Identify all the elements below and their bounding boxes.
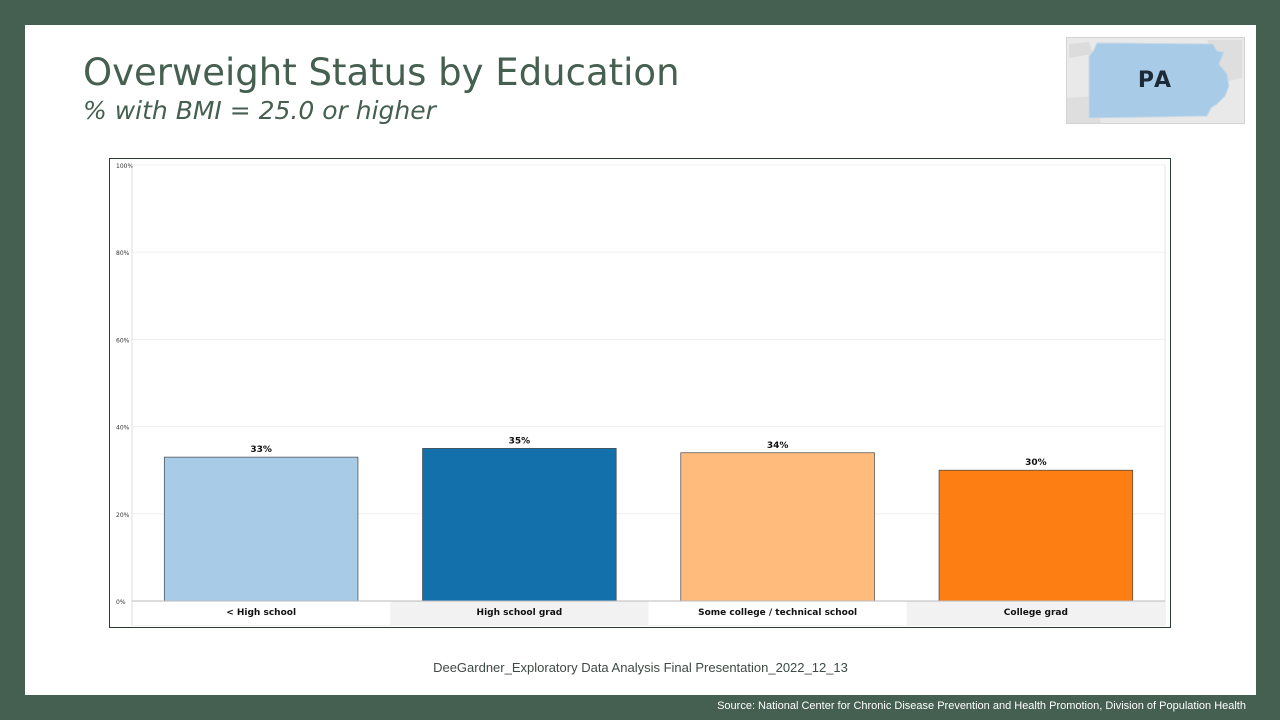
state-label: PA [1137, 68, 1174, 93]
y-tick-label: 100% [116, 163, 133, 170]
x-tick-label: < High school [226, 608, 296, 618]
slide: Overweight Status by Education % with BM… [25, 25, 1256, 695]
data-label: 35% [509, 436, 531, 446]
footer-text: DeeGardner_Exploratory Data Analysis Fin… [433, 660, 848, 675]
category-band [648, 601, 907, 625]
y-tick-label: 20% [116, 512, 130, 519]
y-tick-label: 60% [116, 337, 130, 344]
data-label: 33% [250, 445, 272, 455]
category-band [132, 601, 391, 625]
x-tick-label: College grad [1004, 608, 1068, 618]
bar [938, 469, 1134, 602]
slide-subtitle: % with BMI = 25.0 or higher [83, 96, 436, 125]
category-band [906, 601, 1165, 625]
data-label: 30% [1025, 458, 1047, 468]
bar [422, 448, 617, 602]
y-tick-label: 0% [116, 599, 126, 606]
state-map-logo: PA [1066, 37, 1245, 124]
y-tick-label: 80% [116, 250, 130, 257]
category-band [390, 601, 649, 625]
bar [680, 452, 875, 602]
y-tick-label: 40% [116, 425, 130, 432]
x-tick-label: High school grad [477, 608, 563, 618]
chart-frame: 0% 20% 40% 60% 80% 100% 33% < High school 35% Hig… [109, 158, 1171, 628]
bar [163, 456, 359, 602]
x-tick-label: Some college / technical school [698, 608, 857, 618]
pennsylvania-map-icon [1067, 38, 1244, 123]
source-note: Source: National Center for Chronic Dise… [717, 700, 1246, 712]
bar-chart: 0% 20% 40% 60% 80% 100% 33% < High school 35% Hig… [116, 163, 1166, 626]
slide-title: Overweight Status by Education [83, 51, 680, 94]
data-label: 34% [767, 441, 789, 451]
